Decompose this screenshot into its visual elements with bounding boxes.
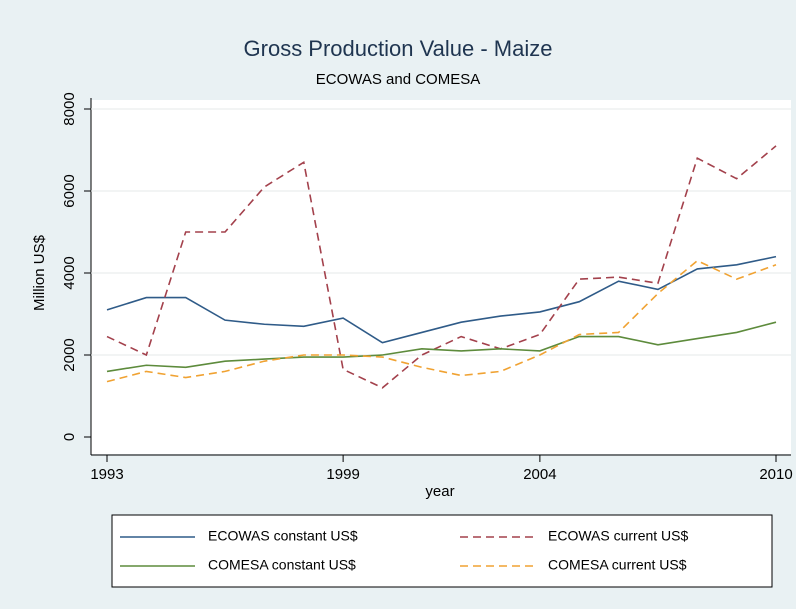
legend-label: COMESA current US$ [548, 557, 687, 573]
series-line [106, 255, 777, 344]
x-axis-label: year [425, 483, 454, 500]
legend [111, 514, 773, 588]
x-tick-label: 2010 [759, 466, 792, 483]
series-line [106, 259, 777, 383]
y-tick-label: 2000 [61, 338, 78, 371]
chart-subtitle: ECOWAS and COMESA [316, 71, 481, 88]
chart-title: Gross Production Value - Maize [244, 36, 553, 61]
y-tick-label: 0 [61, 433, 78, 441]
series-line [106, 321, 777, 373]
legend-label: ECOWAS current US$ [548, 528, 689, 544]
plot-area [91, 100, 791, 454]
x-tick-label: 2004 [523, 466, 556, 483]
x-tick-label: 1999 [326, 466, 359, 483]
y-tick-label: 8000 [61, 92, 78, 125]
x-tick-label: 1993 [90, 466, 123, 483]
y-tick-label: 4000 [61, 256, 78, 289]
y-axis-label: Million US$ [31, 234, 48, 311]
y-tick-label: 6000 [61, 174, 78, 207]
legend-label: COMESA constant US$ [208, 557, 356, 573]
legend-label: ECOWAS constant US$ [208, 528, 358, 544]
